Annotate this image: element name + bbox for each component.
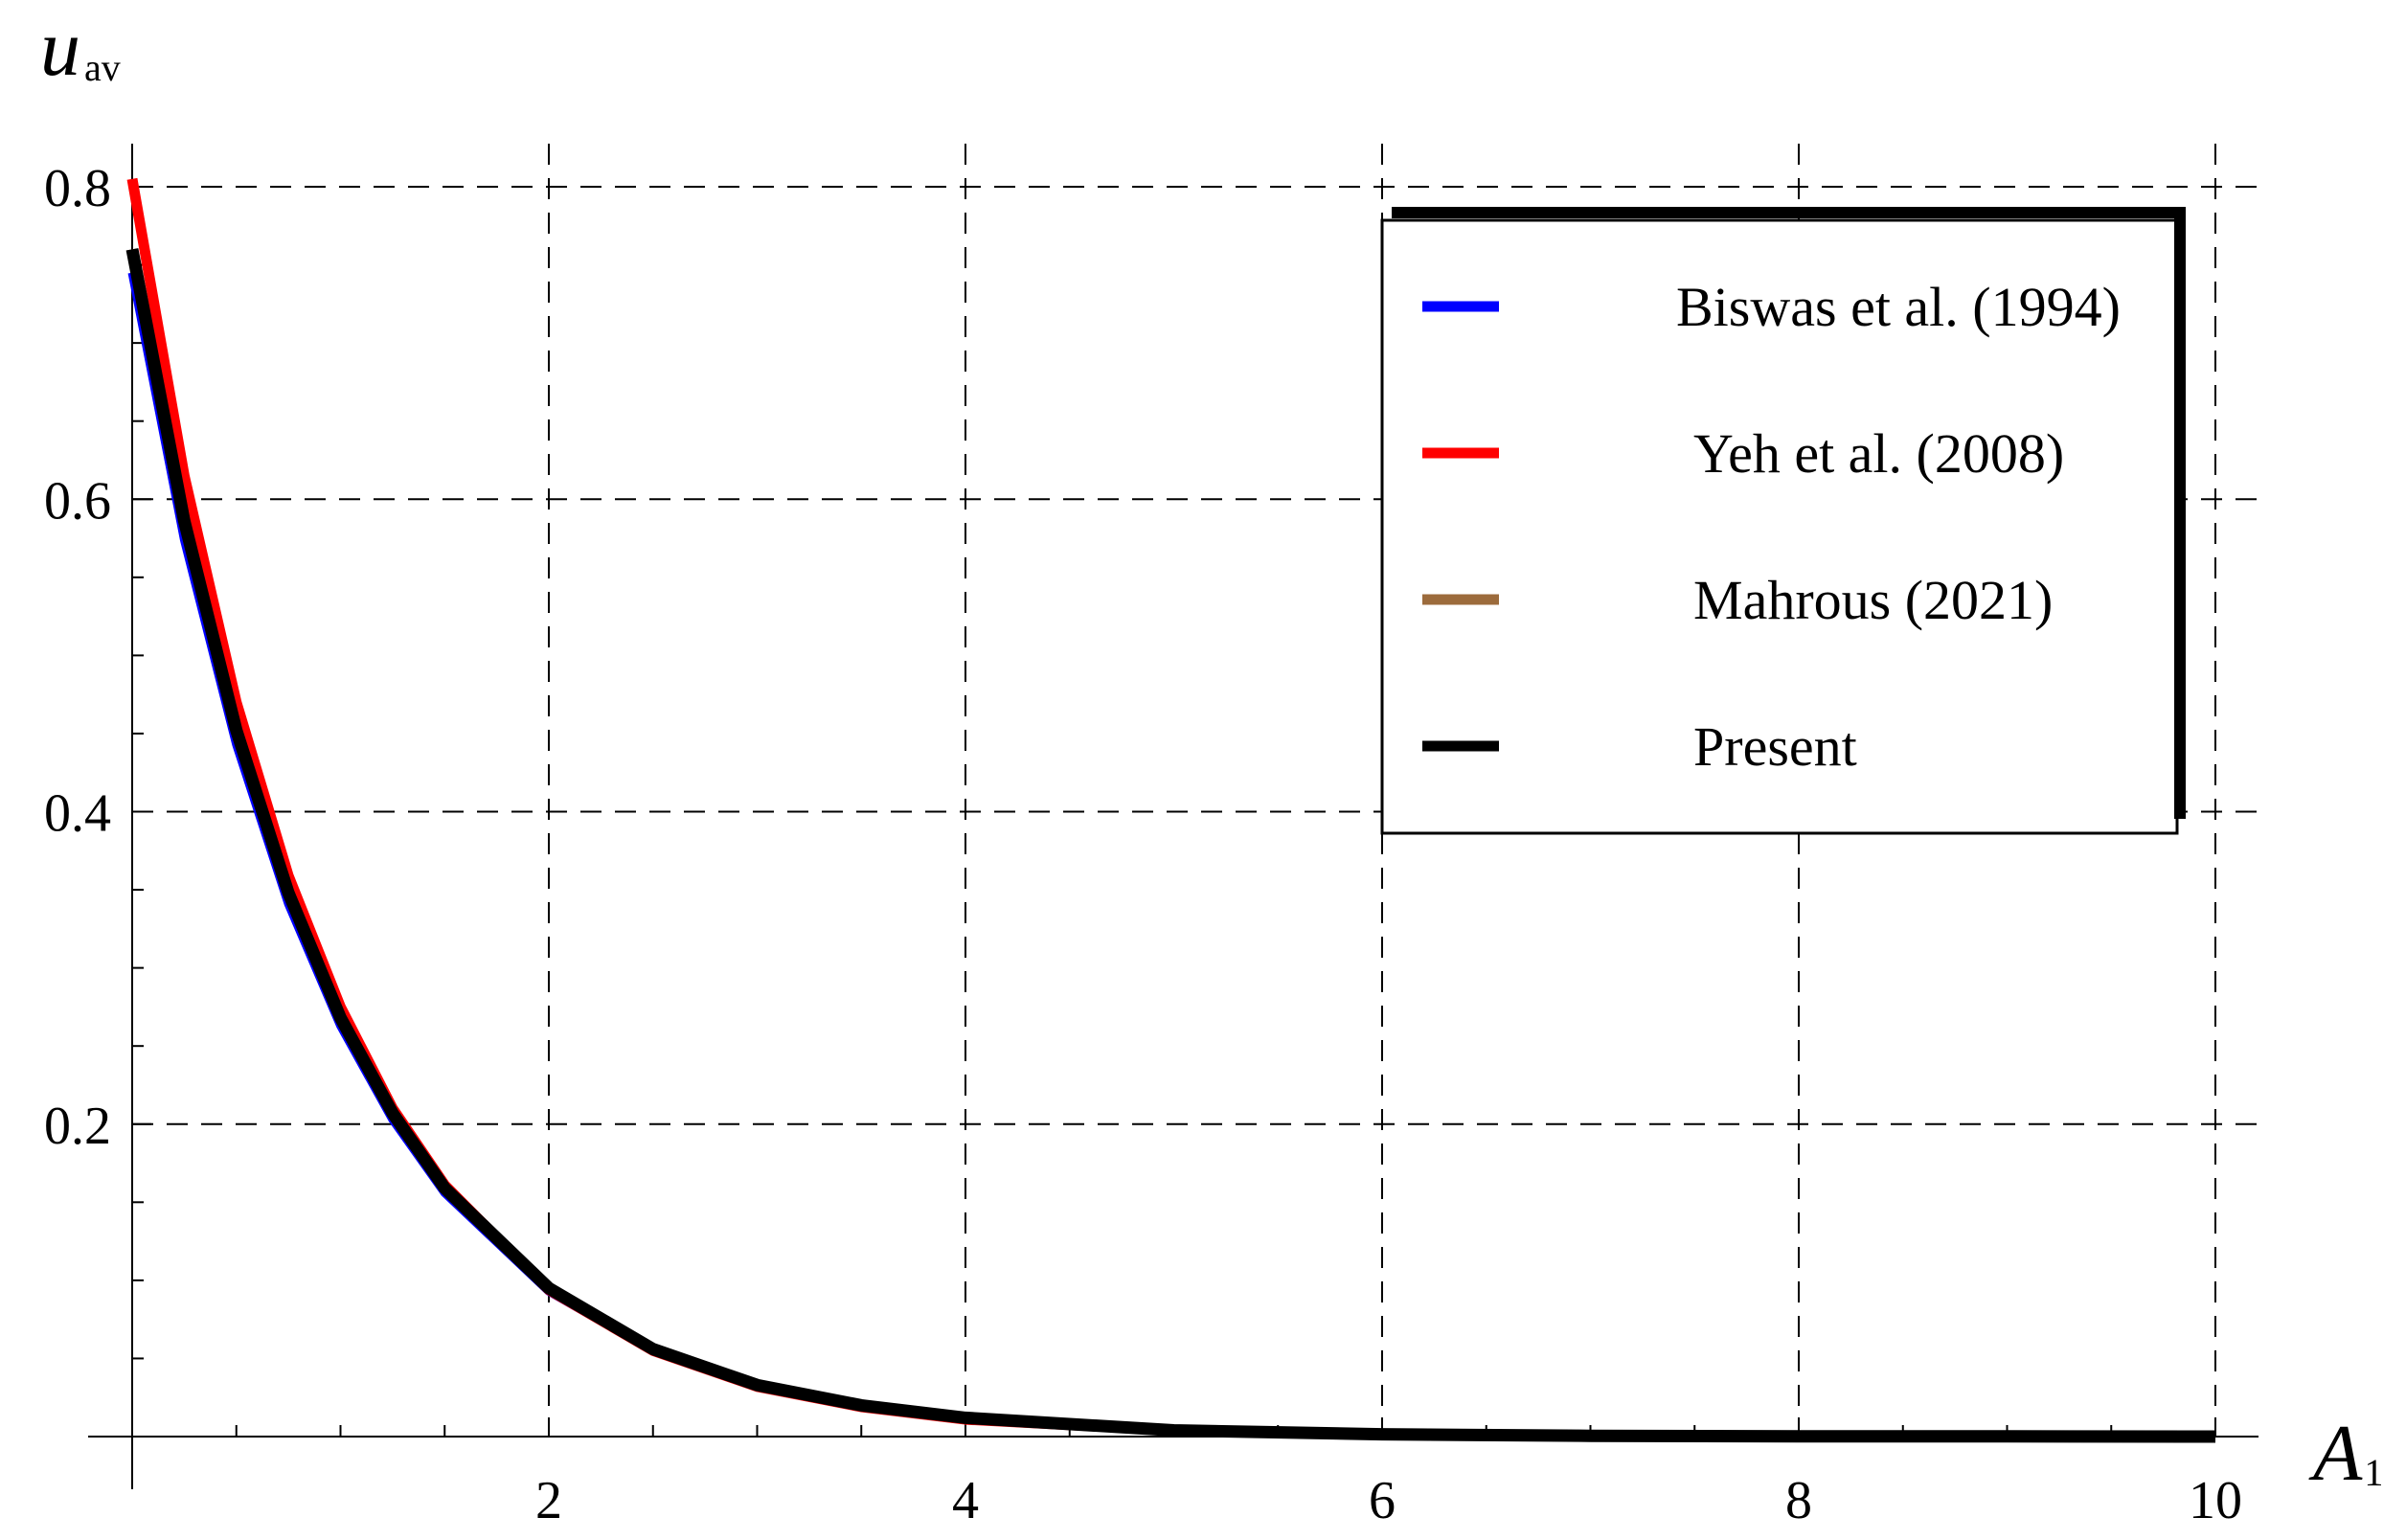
legend-label: Biswas et al. (1994) <box>1676 276 2121 338</box>
legend-box <box>1380 218 2179 835</box>
y-tick-label: 0.8 <box>44 159 111 218</box>
y-axis-label: u av <box>40 4 121 93</box>
legend-label: Yeh et al. (2008) <box>1693 422 2064 485</box>
y-tick-label: 0.6 <box>44 471 111 531</box>
x-tick-label: 6 <box>1369 1471 1396 1530</box>
x-tick-label: 4 <box>952 1471 979 1530</box>
legend-label: Present <box>1693 715 1857 778</box>
series-layer <box>125 177 2216 1443</box>
y-tick-label: 0.4 <box>44 784 111 844</box>
x-tick-label: 2 <box>535 1471 562 1530</box>
series-line <box>125 248 2216 1443</box>
x-axis-label-sub: 1 <box>2364 1451 2383 1494</box>
legend-label: Mahrous (2021) <box>1693 569 2053 631</box>
x-tick-label: 8 <box>1785 1471 1812 1530</box>
y-tick-label: 0.2 <box>44 1097 111 1156</box>
x-tick-label: 10 <box>2189 1471 2242 1530</box>
legend: Biswas et al. (1994) Yeh et al. (2008) Mah… <box>1380 207 2186 835</box>
axes: 2 4 6 8 10 0.2 0.4 0.6 0.8 <box>44 144 2258 1530</box>
x-axis-label: A1 <box>2308 1409 2383 1498</box>
y-axis-label-sub: av <box>84 46 121 89</box>
